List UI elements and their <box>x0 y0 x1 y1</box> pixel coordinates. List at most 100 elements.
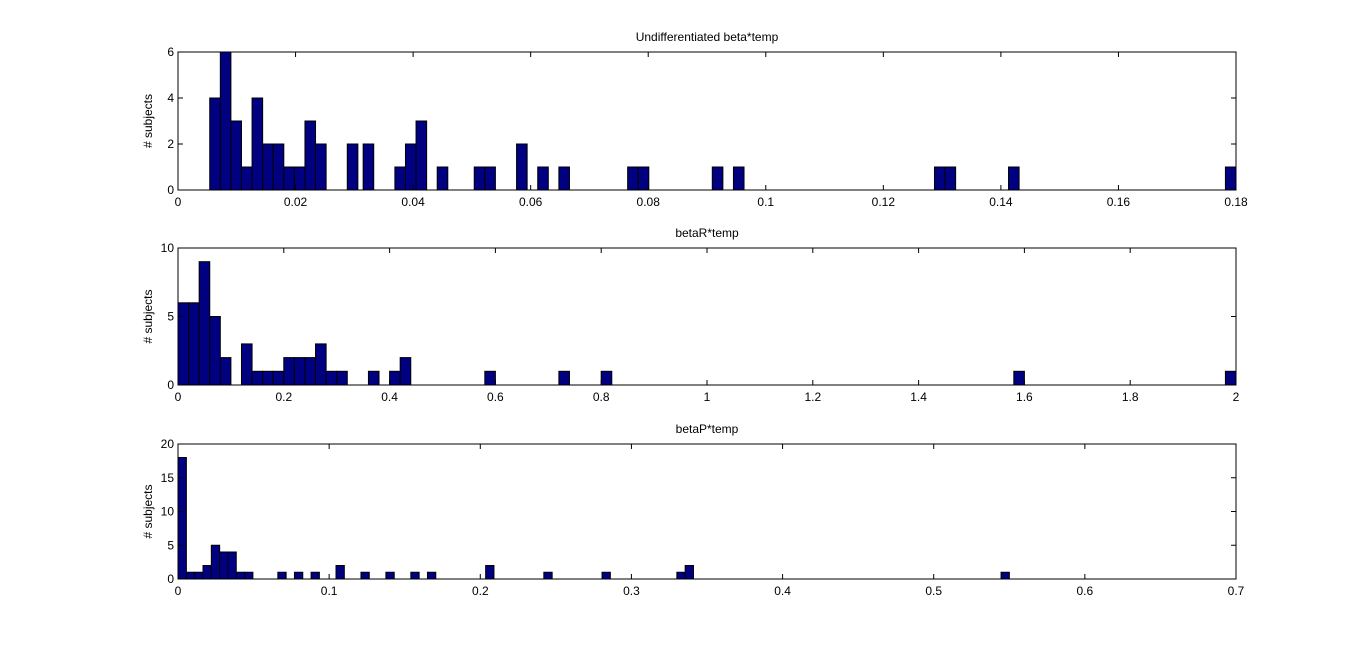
axes-box <box>177 51 1237 191</box>
y-tick-label: 4 <box>167 91 174 105</box>
x-tick-label: 0.5 <box>925 584 942 598</box>
histogram-bar <box>537 166 549 191</box>
y-axis-label: # subjects <box>141 94 155 148</box>
histogram-bar <box>362 143 375 191</box>
histogram-bar <box>198 261 211 386</box>
histogram-bar <box>484 370 496 386</box>
histogram-bar <box>240 166 253 191</box>
x-tick-label: 0 <box>175 390 182 404</box>
histogram-bar <box>277 571 287 580</box>
x-tick-label: 0.06 <box>519 195 543 209</box>
histogram-bar <box>244 571 254 580</box>
y-tick-label: 10 <box>161 505 175 519</box>
histogram-bar <box>410 571 420 580</box>
y-tick-label: 0 <box>167 572 174 586</box>
histogram-bar <box>262 370 274 386</box>
histogram-bar <box>251 97 264 191</box>
x-tick-label: 0.16 <box>1107 195 1131 209</box>
x-tick-label: 0.02 <box>284 195 308 209</box>
x-tick-label: 0.2 <box>472 584 489 598</box>
plot-area <box>177 247 1237 386</box>
histogram-bar <box>367 370 380 386</box>
histogram-bar <box>177 457 187 580</box>
x-tick-label: 0.08 <box>637 195 661 209</box>
histogram-bar <box>394 166 406 191</box>
x-tick-label: 0.2 <box>275 390 292 404</box>
histogram-bar <box>346 143 359 191</box>
histogram-bar <box>235 571 246 580</box>
y-axis-label: # subjects <box>141 484 155 538</box>
histogram-bar <box>676 571 686 580</box>
histogram-bar <box>304 120 317 191</box>
chart-title: betaP*temp <box>676 422 739 436</box>
histogram-bar <box>251 370 264 386</box>
histogram-bar <box>399 357 412 386</box>
histogram-bar <box>272 370 285 386</box>
chart-title: betaR*temp <box>675 226 739 240</box>
y-axis-label: # subjects <box>141 289 155 343</box>
chart-title: Undifferentiated beta*temp <box>636 30 779 44</box>
histogram-bar <box>283 357 295 386</box>
histogram-bar <box>272 143 285 191</box>
histogram-bar <box>202 565 212 580</box>
x-tick-label: 0 <box>175 584 182 598</box>
histogram-bar <box>219 51 232 191</box>
histogram-bar <box>194 571 204 580</box>
histogram-bar <box>485 565 495 580</box>
y-tick-label: 10 <box>161 241 175 255</box>
histogram-bar <box>209 316 221 386</box>
x-tick-label: 0.1 <box>757 195 774 209</box>
histogram-bar <box>558 370 570 386</box>
histogram-bar <box>637 166 650 191</box>
y-tick-label: 0 <box>167 183 174 197</box>
histogram-bar <box>516 143 528 191</box>
histogram-bar <box>185 571 196 580</box>
y-tick-label: 20 <box>161 437 175 451</box>
histogram-bar <box>209 97 221 191</box>
histogram-bar <box>1224 166 1237 191</box>
histogram-bar <box>543 571 553 580</box>
histogram-bar <box>1008 166 1020 191</box>
histogram-bar <box>404 143 417 191</box>
histogram-bar <box>325 370 338 386</box>
x-tick-label: 0.8 <box>593 390 610 404</box>
x-tick-label: 1 <box>704 390 711 404</box>
y-tick-label: 0 <box>167 378 174 392</box>
histogram-bar <box>335 565 345 580</box>
histogram-bar <box>1000 571 1010 580</box>
x-tick-label: 0.18 <box>1224 195 1248 209</box>
histogram-bar <box>600 370 613 386</box>
histogram-bar <box>484 166 496 191</box>
x-tick-label: 0.4 <box>774 584 791 598</box>
histogram-bar <box>336 370 348 386</box>
histogram-bar <box>360 571 370 580</box>
histogram-bar <box>262 143 274 191</box>
subplot-3: betaP*temp # subjects 0 0.1 0.2 0.3 0.4 0.5 0.6 0… <box>141 422 1245 598</box>
histogram-bar <box>227 551 237 580</box>
histogram-bar <box>210 544 221 580</box>
y-tick-label: 2 <box>167 137 174 151</box>
histogram-bar <box>1013 370 1025 386</box>
x-tick-label: 0 <box>175 195 182 209</box>
histogram-bar <box>601 571 611 580</box>
x-tick-label: 1.8 <box>1122 390 1139 404</box>
histogram-bar <box>944 166 957 191</box>
histogram-bar <box>436 166 449 191</box>
histogram-bar <box>188 302 200 386</box>
histogram-bar <box>732 166 745 191</box>
x-tick-label: 0.7 <box>1228 584 1245 598</box>
histogram-bar <box>304 357 317 386</box>
histogram-bar <box>293 571 304 580</box>
x-tick-label: 1.6 <box>1016 390 1033 404</box>
histogram-bar <box>627 166 639 191</box>
x-tick-label: 0.6 <box>487 390 504 404</box>
histogram-bar <box>385 571 395 580</box>
histogram-bar <box>219 551 229 580</box>
x-tick-label: 0.4 <box>381 390 398 404</box>
x-tick-label: 0.6 <box>1077 584 1094 598</box>
histogram-bar <box>315 143 327 191</box>
subplot-2: betaR*temp # subjects 0 0.2 0.4 0.6 0.8 1 1.2 1.4… <box>141 226 1240 404</box>
histogram-bar <box>415 120 428 191</box>
x-tick-label: 0.04 <box>401 195 425 209</box>
